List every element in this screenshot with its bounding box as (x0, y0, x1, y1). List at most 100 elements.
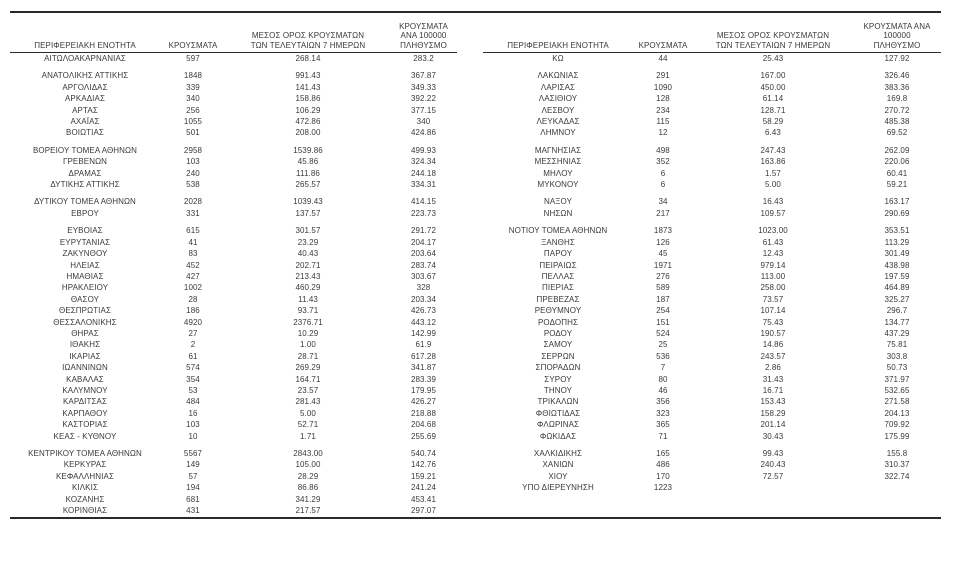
cases-cell: 1055 (183, 117, 203, 127)
avg7-cell: 61.14 (762, 94, 784, 104)
cases-cell: 128 (656, 94, 670, 104)
per100k-cell: 499.93 (410, 145, 437, 155)
region-cell: ΕΥΒΟΙΑΣ (67, 226, 103, 236)
cases-cell: 597 (186, 54, 200, 63)
column-header-avg7-line2: ΤΩΝ ΤΕΛΕΥΤΑΙΩΝ 7 ΗΜΕΡΩΝ (250, 40, 366, 50)
per100k-cell: 60.41 (886, 168, 908, 178)
table-row: ΔΡΑΜΑΣ 240 111.86 244.18 (10, 168, 457, 179)
per100k-cell: 485.38 (884, 117, 910, 127)
avg7-cell: 23.57 (297, 385, 319, 395)
avg7-cell: 217.57 (295, 506, 321, 516)
table-row: ΥΠΟ ΔΙΕΡΕΥΝΗΣΗ 1223 (483, 482, 941, 493)
avg7-cell: 1023.00 (758, 226, 788, 236)
cases-cell: 354 (186, 374, 200, 384)
per100k-cell: 353.51 (884, 226, 910, 236)
table-row: ΘΕΣΠΡΩΤΙΑΣ 186 93.71 426.73 (10, 305, 457, 316)
table-row: ΑΡΓΟΛΙΔΑΣ 339 141.43 349.33 (10, 82, 457, 93)
region-cell: ΜΑΓΝΗΣΙΑΣ (534, 145, 582, 155)
cases-cell: 1873 (653, 226, 673, 236)
cases-cell: 254 (656, 306, 670, 316)
cases-cell: 27 (188, 328, 198, 338)
region-cell: ΝΗΣΩΝ (543, 208, 573, 218)
table-row: ΣΕΡΡΩΝ 536 243.57 303.8 (483, 351, 941, 362)
avg7-cell: 240.43 (760, 460, 786, 470)
cases-cell: 2028 (183, 197, 203, 207)
table-row: ΑΡΤΑΣ 256 106.29 377.15 (10, 105, 457, 116)
table-row: ΝΟΤΙΟΥ ΤΟΜΕΑ ΑΘΗΝΩΝ 1873 1023.00 353.51 (483, 225, 941, 236)
avg7-cell: 163.86 (760, 157, 786, 167)
column-header-per100k: ΚΡΟΥΣΜΑΤΑ ΑΝΑ 100000 ΠΛΗΘΥΣΜΟ (390, 13, 457, 53)
region-cell: ΑΙΤΩΛΟΑΚΑΡΝΑΝΙΑΣ (44, 54, 126, 63)
avg7-cell: 1.71 (300, 431, 316, 441)
table-row: ΑΧΑΪΑΣ 1055 472.86 340 (10, 116, 457, 127)
per100k-cell: 301.49 (884, 249, 910, 259)
column-header-per100k: ΚΡΟΥΣΜΑΤΑ ΑΝΑ 100000 ΠΛΗΘΥΣΜΟ (853, 13, 941, 53)
per100k-cell: 367.87 (410, 71, 437, 81)
avg7-cell: 269.29 (295, 363, 321, 373)
per100k-cell: 223.73 (410, 208, 437, 218)
cases-cell: 524 (656, 328, 670, 338)
avg7-cell: 99.43 (762, 449, 784, 458)
per100k-cell: 113.29 (884, 237, 910, 247)
region-cell: ΚΑΛΥΜΝΟΥ (62, 385, 108, 395)
table-row: ΧΑΛΚΙΔΙΚΗΣ 165 99.43 155.8 (483, 448, 941, 459)
per100k-cell: 326.46 (884, 71, 910, 81)
region-cell: ΚΕΡΚΥΡΑΣ (63, 460, 107, 470)
region-cell: ΕΥΡΥΤΑΝΙΑΣ (59, 237, 111, 247)
avg7-cell: 1039.43 (293, 197, 323, 207)
table-row: ΛΗΜΝΟΥ 12 6.43 69.52 (483, 127, 941, 138)
table-row: ΓΡΕΒΕΝΩΝ 103 45.86 324.34 (10, 156, 457, 167)
avg7-cell: 2843.00 (293, 449, 323, 458)
per100k-cell: 464.89 (884, 283, 910, 293)
per100k-cell: 283.2 (413, 54, 434, 63)
per100k-cell: 255.69 (410, 431, 437, 441)
table-row: ΞΑΝΘΗΣ 126 61.43 113.29 (483, 237, 941, 248)
region-cell: ΚΙΛΚΙΣ (71, 483, 98, 493)
cases-cell: 1002 (183, 283, 203, 293)
cases-cell: 276 (656, 271, 670, 281)
avg7-cell: 158.29 (760, 408, 786, 418)
table-row: ΜΑΓΝΗΣΙΑΣ 498 247.43 262.09 (483, 145, 941, 156)
per100k-cell: 424.86 (410, 128, 437, 138)
table-row: ΠΑΡΟΥ 45 12.43 301.49 (483, 248, 941, 259)
region-cell: ΦΛΩΡΙΝΑΣ (536, 420, 580, 430)
cases-cell: 431 (186, 506, 200, 516)
table-row: ΤΡΙΚΑΛΩΝ 356 153.43 271.58 (483, 396, 941, 407)
per100k-cell: 61.9 (415, 340, 432, 350)
region-cell: ΒΟΡΕΙΟΥ ΤΟΜΕΑ ΑΘΗΝΩΝ (32, 145, 138, 155)
table-row: ΚΑΡΔΙΤΣΑΣ 484 281.43 426.27 (10, 396, 457, 407)
per100k-cell: 204.68 (410, 420, 437, 430)
region-cell: ΡΕΘΥΜΝΟΥ (534, 306, 582, 316)
cases-cell: 365 (656, 420, 670, 430)
per100k-cell: 159.21 (410, 471, 437, 481)
table-body-right: ΚΩ 44 25.43 127.92 ΛΑΚΩΝΙΑΣ 291 167.00 326.46 ΛΑ… (483, 53, 941, 494)
cases-cell: 427 (186, 271, 200, 281)
cases-cell: 1090 (653, 82, 673, 92)
avg7-cell: 247.43 (760, 145, 786, 155)
avg7-cell: 208.00 (295, 128, 321, 138)
region-cell: ΧΑΝΙΩΝ (542, 460, 574, 470)
region-cell: ΒΟΙΩΤΙΑΣ (66, 128, 104, 138)
column-header-cases: ΚΡΟΥΣΜΑΤΑ (160, 13, 226, 53)
per100k-cell: 453.41 (410, 494, 437, 504)
region-cell: ΠΡΕΒΕΖΑΣ (536, 294, 580, 304)
column-header-region: ΠΕΡΙΦΕΡΕΙΑΚΗ ΕΝΟΤΗΤΑ (483, 13, 633, 53)
avg7-cell: 472.86 (295, 117, 321, 127)
cases-cell: 80 (658, 374, 668, 384)
cases-cell: 681 (186, 494, 200, 504)
cases-cell: 149 (186, 460, 200, 470)
region-cell: ΜΥΚΟΝΟΥ (537, 180, 579, 190)
region-cell: ΘΑΣΟΥ (70, 294, 100, 304)
cases-cell: 41 (188, 237, 198, 247)
region-cell: ΥΠΟ ΔΙΕΡΕΥΝΗΣΗ (522, 483, 594, 493)
table-row: ΣΠΟΡΑΔΩΝ 7 2.86 50.73 (483, 362, 941, 373)
cases-cell: 452 (186, 260, 200, 270)
cases-cell: 83 (188, 249, 198, 259)
avg7-cell: 153.43 (760, 397, 786, 407)
region-cell: ΠΕΙΡΑΙΩΣ (539, 260, 577, 270)
per100k-cell: 203.64 (410, 249, 437, 259)
table-row: ΚΟΡΙΝΘΙΑΣ 431 217.57 297.07 (10, 505, 457, 516)
per100k-cell: 443.12 (410, 317, 437, 327)
per100k-cell: 426.27 (410, 397, 437, 407)
